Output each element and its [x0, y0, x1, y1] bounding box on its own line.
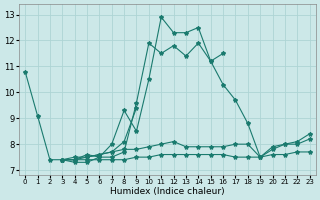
X-axis label: Humidex (Indice chaleur): Humidex (Indice chaleur)	[110, 187, 225, 196]
